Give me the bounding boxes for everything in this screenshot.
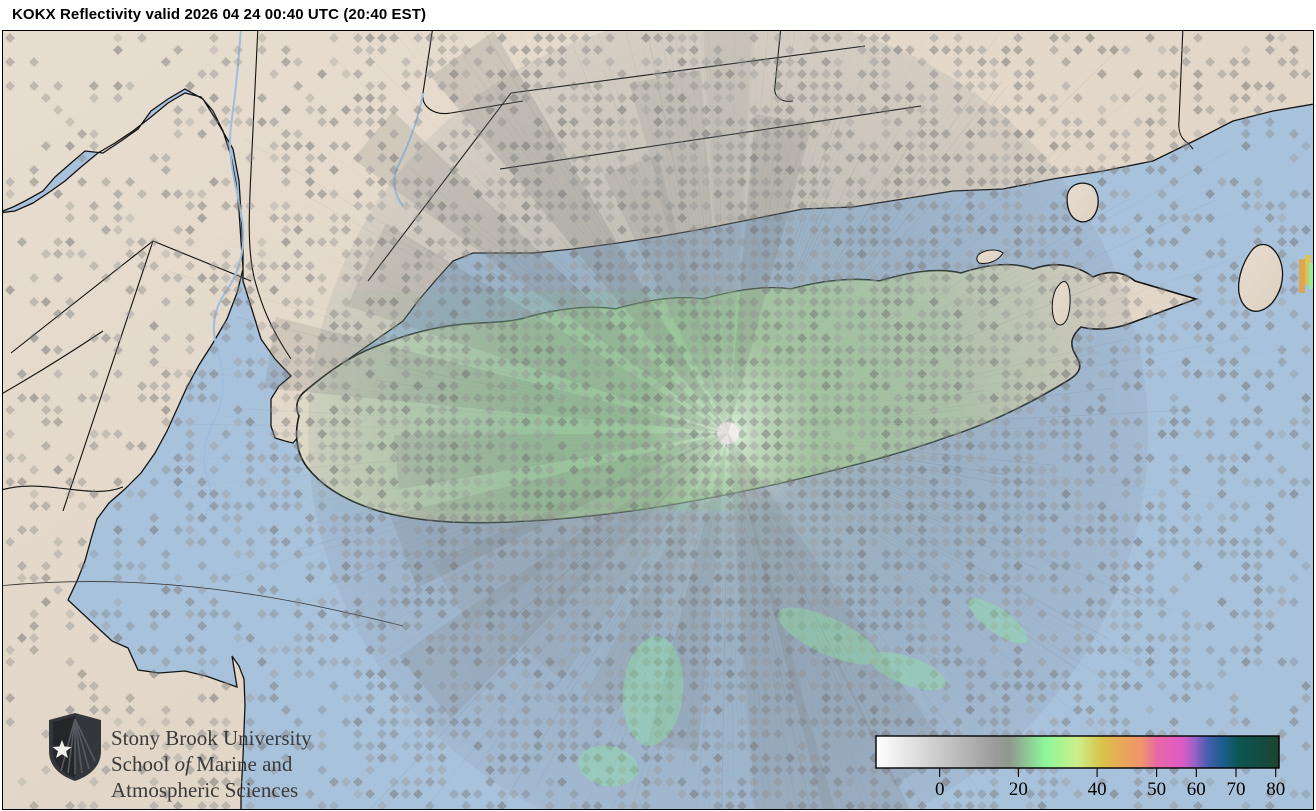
- svg-text:50: 50: [1147, 779, 1166, 800]
- svg-text:20: 20: [1009, 779, 1028, 800]
- svg-text:80: 80: [1266, 779, 1285, 800]
- svg-text:0: 0: [935, 779, 945, 800]
- svg-text:70: 70: [1227, 779, 1246, 800]
- svg-text:60: 60: [1187, 779, 1206, 800]
- svg-text:40: 40: [1088, 779, 1107, 800]
